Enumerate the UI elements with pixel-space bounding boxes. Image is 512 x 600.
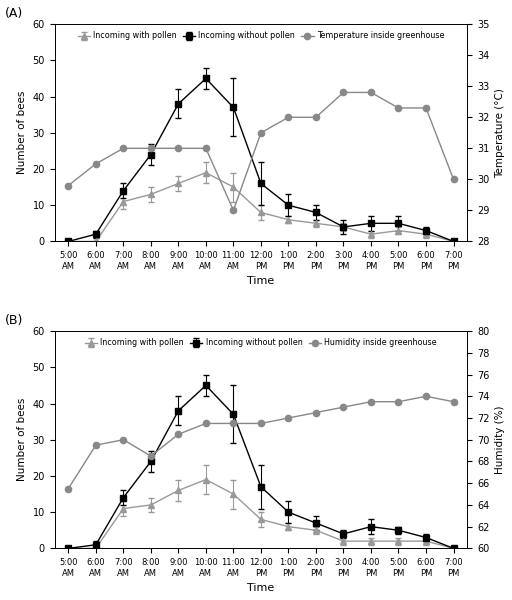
Humidity inside greenhouse bbox=[203, 420, 209, 427]
Temperature inside greenhouse bbox=[230, 207, 237, 214]
Temperature inside greenhouse bbox=[340, 89, 347, 96]
Humidity inside greenhouse bbox=[451, 398, 457, 406]
Legend: Incoming with pollen, Incoming without pollen, Humidity inside greenhouse: Incoming with pollen, Incoming without p… bbox=[82, 335, 440, 350]
Humidity inside greenhouse bbox=[230, 420, 237, 427]
Line: Humidity inside greenhouse: Humidity inside greenhouse bbox=[65, 393, 457, 492]
Humidity inside greenhouse bbox=[395, 398, 401, 406]
Humidity inside greenhouse bbox=[368, 398, 374, 406]
Humidity inside greenhouse bbox=[93, 442, 99, 449]
Temperature inside greenhouse bbox=[93, 160, 99, 167]
Temperature inside greenhouse bbox=[120, 145, 126, 152]
Temperature inside greenhouse bbox=[451, 176, 457, 183]
Temperature inside greenhouse bbox=[258, 129, 264, 136]
Y-axis label: Humidity (%): Humidity (%) bbox=[495, 406, 505, 474]
X-axis label: Time: Time bbox=[247, 276, 274, 286]
Humidity inside greenhouse bbox=[65, 485, 71, 492]
Y-axis label: Number of bees: Number of bees bbox=[17, 398, 27, 481]
X-axis label: Time: Time bbox=[247, 583, 274, 593]
Text: (B): (B) bbox=[5, 314, 24, 327]
Humidity inside greenhouse bbox=[120, 436, 126, 443]
Temperature inside greenhouse bbox=[423, 104, 429, 112]
Line: Temperature inside greenhouse: Temperature inside greenhouse bbox=[65, 89, 457, 214]
Temperature inside greenhouse bbox=[175, 145, 181, 152]
Temperature inside greenhouse bbox=[203, 145, 209, 152]
Humidity inside greenhouse bbox=[285, 415, 291, 422]
Temperature inside greenhouse bbox=[368, 89, 374, 96]
Temperature inside greenhouse bbox=[148, 145, 154, 152]
Temperature inside greenhouse bbox=[313, 113, 319, 121]
Humidity inside greenhouse bbox=[175, 431, 181, 438]
Temperature inside greenhouse bbox=[65, 182, 71, 189]
Y-axis label: Number of bees: Number of bees bbox=[17, 91, 27, 175]
Humidity inside greenhouse bbox=[423, 392, 429, 400]
Humidity inside greenhouse bbox=[340, 404, 347, 411]
Temperature inside greenhouse bbox=[285, 113, 291, 121]
Text: (A): (A) bbox=[5, 7, 23, 20]
Humidity inside greenhouse bbox=[258, 420, 264, 427]
Y-axis label: Temperature (°C): Temperature (°C) bbox=[495, 88, 505, 178]
Temperature inside greenhouse bbox=[395, 104, 401, 112]
Humidity inside greenhouse bbox=[313, 409, 319, 416]
Legend: Incoming with pollen, Incoming without pollen, Temperature inside greenhouse: Incoming with pollen, Incoming without p… bbox=[74, 28, 447, 44]
Humidity inside greenhouse bbox=[148, 452, 154, 460]
